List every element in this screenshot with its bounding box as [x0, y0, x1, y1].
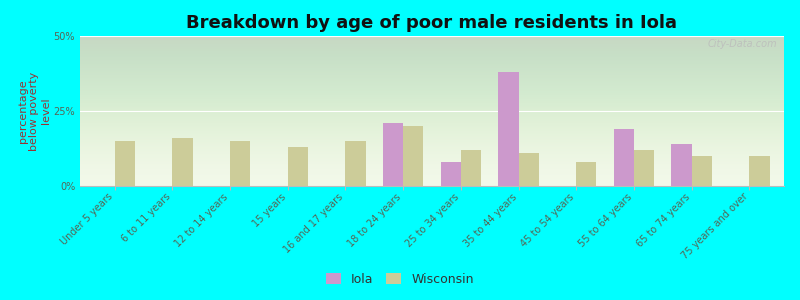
Bar	[114, 141, 135, 186]
Bar	[230, 141, 250, 186]
Bar	[346, 141, 366, 186]
Bar	[498, 72, 518, 186]
Bar	[634, 150, 654, 186]
Bar	[614, 129, 634, 186]
Bar	[383, 123, 403, 186]
Bar	[750, 156, 770, 186]
Legend: Iola, Wisconsin: Iola, Wisconsin	[322, 268, 478, 291]
Text: City-Data.com: City-Data.com	[707, 39, 777, 49]
Bar	[518, 153, 538, 186]
Bar	[671, 144, 692, 186]
Bar	[576, 162, 597, 186]
Bar	[403, 126, 423, 186]
Bar	[461, 150, 481, 186]
Bar	[692, 156, 712, 186]
Bar	[441, 162, 461, 186]
Bar	[172, 138, 193, 186]
Bar	[288, 147, 308, 186]
Title: Breakdown by age of poor male residents in Iola: Breakdown by age of poor male residents …	[186, 14, 678, 32]
Y-axis label: percentage
below poverty
level: percentage below poverty level	[18, 71, 50, 151]
